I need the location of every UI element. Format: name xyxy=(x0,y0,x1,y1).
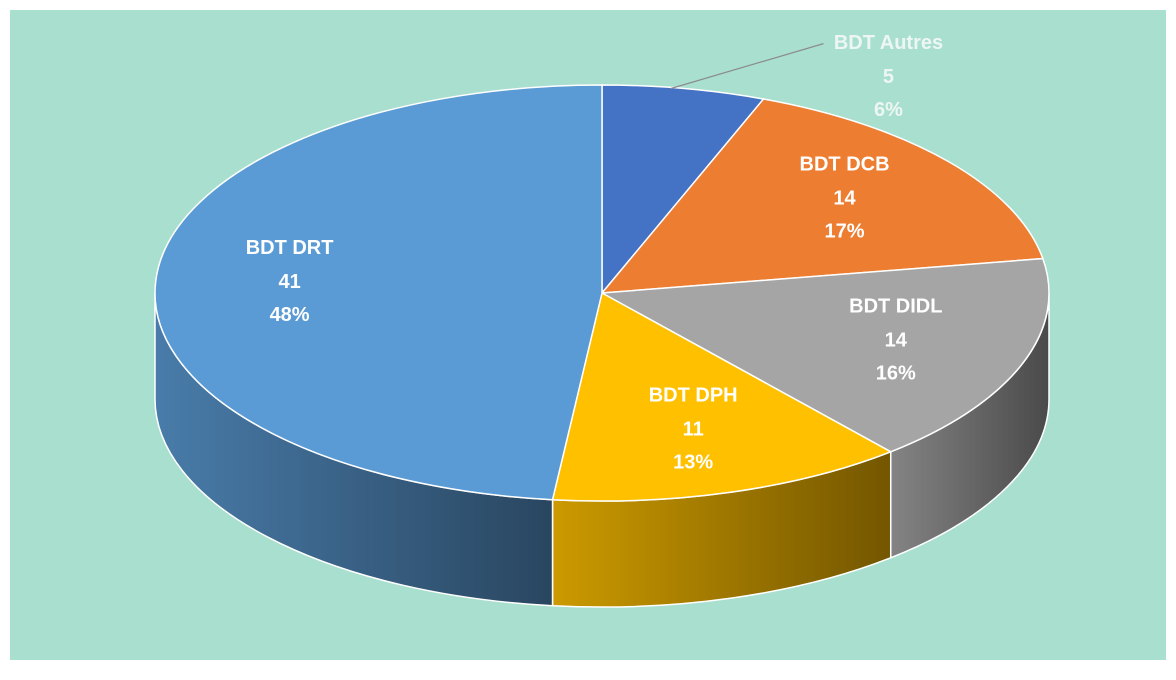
slice xyxy=(154,84,603,501)
data-label-percent: 6% xyxy=(874,99,903,121)
data-label-category: BDT Autres xyxy=(834,32,943,54)
slice xyxy=(551,291,893,502)
data-label-category: BDT DIDL xyxy=(849,295,942,317)
data-label-value: 14 xyxy=(833,187,856,209)
data-label-category: BDT DCB xyxy=(800,153,890,175)
data-label-value: 14 xyxy=(885,329,908,351)
data-label-value: 11 xyxy=(683,419,704,441)
slice xyxy=(601,84,765,296)
data-label-percent: 17% xyxy=(825,220,865,242)
slice xyxy=(600,98,1044,294)
slice xyxy=(599,257,1050,453)
data-label-category: BDT DRT xyxy=(246,237,334,259)
data-label-percent: 16% xyxy=(876,362,916,384)
data-label-percent: 48% xyxy=(270,304,310,326)
leader-line xyxy=(670,43,824,90)
data-label-percent: 13% xyxy=(673,452,713,474)
data-label-value: 5 xyxy=(883,66,894,88)
data-label-value: 41 xyxy=(278,271,300,293)
data-label-category: BDT DPH xyxy=(649,385,738,407)
